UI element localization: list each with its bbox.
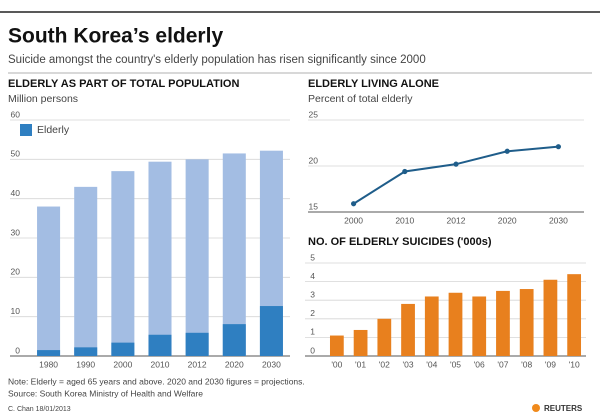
page-subtitle: Suicide amongst the country's elderly po… <box>8 54 426 66</box>
y-tick-label: 50 <box>11 149 21 159</box>
point <box>351 201 357 207</box>
x-tick-label: 2030 <box>262 359 281 369</box>
bar <box>37 206 61 356</box>
bar <box>424 296 439 356</box>
x-tick-label: '10 <box>569 359 580 369</box>
bar <box>222 324 246 356</box>
bar <box>111 342 135 356</box>
y-tick-label: 20 <box>11 267 21 277</box>
logo: REUTERS <box>544 404 583 413</box>
y-tick-label: 10 <box>11 306 21 316</box>
note: Note: Elderly = aged 65 years and above.… <box>8 376 305 386</box>
x-tick-label: 2010 <box>151 359 170 369</box>
x-tick-label: 2020 <box>498 215 517 225</box>
x-tick-label: 2020 <box>225 359 244 369</box>
chart-title: ELDERLY LIVING ALONE <box>308 78 439 90</box>
x-tick-label: '01 <box>355 359 366 369</box>
y-tick-label: 40 <box>11 188 21 198</box>
point <box>453 161 459 167</box>
y-tick-label: 1 <box>310 327 315 337</box>
bar <box>148 334 172 356</box>
chart-subtitle: Million persons <box>8 93 78 105</box>
x-tick-label: '07 <box>497 359 508 369</box>
x-tick-label: '03 <box>403 359 414 369</box>
y-tick-label: 20 <box>309 155 319 165</box>
bar <box>543 279 558 356</box>
bar <box>222 153 246 356</box>
page-title: South Korea’s elderly <box>8 25 223 48</box>
bar <box>377 318 392 356</box>
bar <box>185 332 209 356</box>
x-tick-label: '06 <box>474 359 485 369</box>
y-tick-label: 25 <box>309 109 319 119</box>
y-tick-label: 4 <box>310 271 315 281</box>
bar <box>111 171 135 356</box>
x-tick-label: 1990 <box>76 359 95 369</box>
bar <box>519 289 534 356</box>
bar <box>37 350 61 356</box>
x-tick-label: 2030 <box>549 215 568 225</box>
y-tick-label: 2 <box>310 308 315 318</box>
bar <box>567 274 582 356</box>
point <box>402 168 408 175</box>
bar <box>448 292 463 356</box>
y-tick-label: 3 <box>310 289 315 299</box>
bar <box>353 329 368 356</box>
bar <box>329 335 344 356</box>
x-tick-label: '02 <box>379 359 390 369</box>
credit: C. Chan 18/01/2013 <box>8 406 71 413</box>
x-tick-label: '00 <box>331 359 342 369</box>
bar <box>74 347 98 356</box>
bar <box>148 161 172 356</box>
y-tick-label: 5 <box>310 252 315 262</box>
x-tick-label: 2012 <box>447 215 466 225</box>
x-tick-label: 2012 <box>188 359 207 369</box>
bar <box>472 296 487 356</box>
y-tick-label: 0 <box>310 345 315 355</box>
x-tick-label: '04 <box>426 359 437 369</box>
x-tick-label: 2000 <box>113 359 132 369</box>
bar <box>185 159 209 356</box>
bar <box>401 303 415 356</box>
source: Source: South Korea Ministry of Health a… <box>8 388 203 398</box>
line <box>353 145 559 205</box>
bar <box>259 306 283 356</box>
bar <box>259 150 283 356</box>
bar <box>496 290 510 356</box>
x-tick-label: '05 <box>450 359 461 369</box>
y-tick-label: 30 <box>11 227 21 237</box>
y-tick-label: 0 <box>15 345 20 355</box>
logo-icon <box>532 404 540 412</box>
bar <box>74 186 98 356</box>
point <box>555 144 562 150</box>
chart-title: ELDERLY AS PART OF TOTAL POPULATION <box>8 78 239 90</box>
chart-subtitle: Percent of total elderly <box>308 93 413 105</box>
legend-label: Elderly <box>37 124 70 136</box>
y-tick-label: 60 <box>11 109 21 119</box>
chart-title: NO. OF ELDERLY SUICIDES ('000s) <box>308 236 492 248</box>
x-tick-label: 2000 <box>344 215 363 225</box>
legend-swatch <box>20 124 32 136</box>
x-tick-label: 2010 <box>395 215 414 225</box>
x-tick-label: '08 <box>521 359 532 369</box>
point <box>504 148 510 154</box>
y-tick-label: 15 <box>309 201 319 211</box>
x-tick-label: '09 <box>545 359 556 369</box>
x-tick-label: 1980 <box>39 359 58 369</box>
